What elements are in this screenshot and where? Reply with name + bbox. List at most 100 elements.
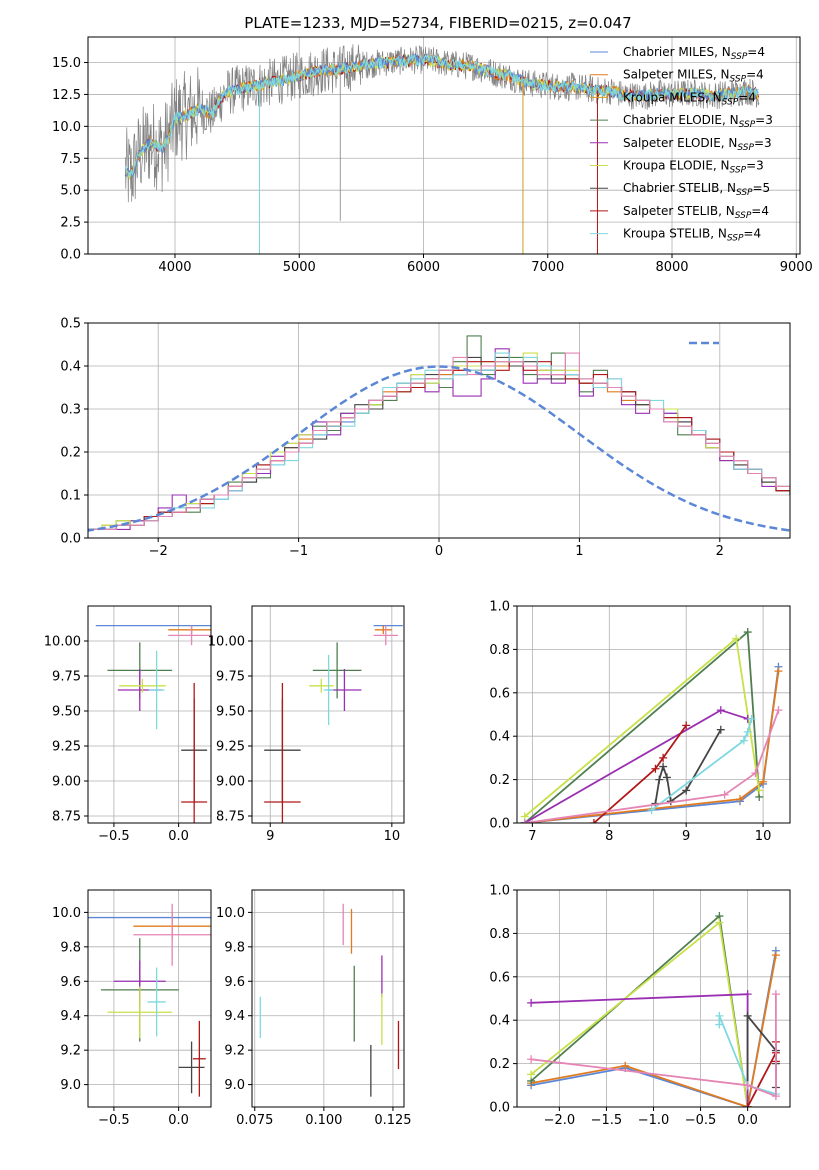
axes-frame [87,889,212,1108]
mass-vs-metallicity-panel: −0.5 0.0 9.0 9.2 9.4 9.6 9.8 10.0 [52,889,212,1128]
grid [88,890,211,1107]
legend-label-suffix: =4 [747,45,765,59]
legend-label-sub: SSP [722,97,739,107]
weight-point-marker [659,753,668,762]
y-tick-label: 1.0 [489,884,510,899]
weight-point-marker [759,777,768,786]
y-tick-label: 9.0 [60,1078,81,1093]
weight-line-salpeter-miles [530,954,777,1107]
x-tick-label: −0.5 [98,829,130,844]
model-spectrum-line-kroupa-stelib [124,53,759,178]
weight-point-marker [527,1055,536,1064]
weight-point-marker [520,819,529,823]
y-tick-label: 9.00 [52,775,81,790]
axes-frame [251,605,405,824]
y-tick-label: 9.4 [60,1009,81,1024]
plot-area [88,903,211,1097]
weight-point-marker [771,1092,780,1101]
spectrum-panel: 4000 5000 6000 7000 8000 9000 0.0 2.5 5.0 7.5 10.0… [52,36,813,275]
y-tick-label: 0.4 [489,730,510,745]
legend-label-text: Kroupa ELODIE, N [623,159,730,173]
x-tick-label: 7 [528,829,536,844]
y-tick-label: 0.6 [489,970,510,985]
y-tick-label: 0.2 [60,446,81,461]
grid [252,890,404,1107]
weight-point-marker [720,790,729,799]
weight-point-marker [715,1020,724,1029]
plot-area [527,912,780,1107]
legend-label-text: Salpeter MILES, N [623,68,730,82]
weight-point-marker [589,819,598,823]
y-tick-label: 0.2 [489,1057,510,1072]
y-tick-label: 0.8 [489,927,510,942]
y-tick-label: 10.0 [52,906,81,921]
legend-label: Salpeter ELODIE, NSSP=3 [623,136,772,153]
axes-frame [516,605,791,824]
age-vs-mass-panel: 9 10 8.75 9.00 9.25 9.50 9.75 10.00 [208,605,405,844]
weight-point-marker [747,714,756,723]
y-tick-label: 0.0 [60,248,81,263]
legend-label: Salpeter MILES, NSSP=4 [623,68,764,85]
y-tick-label: 1.0 [489,600,510,615]
legend-label-sub: SSP [727,234,744,244]
y-tick-label: 9.2 [224,1044,245,1059]
y-tick-label: 2.5 [60,216,81,231]
legend-label: Chabrier ELODIE, NSSP=3 [623,113,773,130]
x-tick-label: 4000 [158,260,191,275]
y-tick-label: 9.50 [216,705,245,720]
weight-point-marker [715,1011,724,1020]
axes-frame [251,889,405,1108]
x-tick-label: 8 [605,829,613,844]
y-tick-label: 0.0 [489,817,510,832]
y-tick-label: 10.00 [44,635,81,650]
legend-label-text: Kroupa STELIB, N [623,227,727,241]
x-tick-label: 10 [755,829,772,844]
legend-label-suffix: =3 [746,159,764,173]
x-tick-label: 10 [384,829,401,844]
grid [88,606,211,823]
legend-label-suffix: =3 [754,136,772,150]
x-tick-label: 0.0 [737,1113,758,1128]
x-tick-label: 7000 [531,260,564,275]
x-tick-label: 0.075 [236,1113,273,1128]
weight-line-kroupa-stelib [651,718,753,811]
legend-label-sub: SSP [735,211,752,221]
plot-area [520,628,783,823]
weight-point-marker [651,764,660,773]
y-tick-label: 0.4 [489,1014,510,1029]
axes-frame [87,36,801,255]
grid [88,322,790,539]
y-tick-label: 9.6 [224,975,245,990]
y-tick-label: 9.6 [60,975,81,990]
legend-label-sub: SSP [730,75,747,85]
legend-label-sub: SSP [739,120,756,130]
y-tick-label: 0.0 [60,532,81,547]
legend-label-suffix: =4 [746,68,764,82]
weight-point-marker [647,805,656,814]
weight-point-marker [659,762,668,771]
plot-area [264,624,403,823]
weight-point-marker [682,786,691,795]
legend-label-text: Chabrier ELODIE, N [623,113,739,127]
legend-label: Chabrier STELIB, NSSP=5 [623,181,770,198]
weight-line-salpeter-miles [524,670,780,823]
legend-label-suffix: =4 [738,90,756,104]
y-tick-label: 9.25 [216,740,245,755]
legend-label-text: Kroupa MILES, N [623,90,722,104]
y-tick-label: 10.0 [216,906,245,921]
y-tick-label: 0.1 [60,489,81,504]
weight-line-salpeter-stelib [746,1041,777,1107]
x-tick-label: 2 [716,544,724,559]
y-tick-label: 15.0 [52,56,81,71]
legend-label: Kroupa STELIB, NSSP=4 [623,227,761,244]
y-tick-label: 9.00 [216,775,245,790]
weight-point-marker [743,990,752,999]
y-tick-label: 9.75 [216,670,245,685]
weight-point-marker [774,706,783,715]
weight-point-marker [527,1070,536,1079]
x-tick-label: −1 [289,544,308,559]
weight-point-marker [682,721,691,730]
weight-line-kroupa-elodie [524,636,761,818]
weight-point-marker [743,1081,752,1090]
y-tick-label: 0.3 [60,403,81,418]
